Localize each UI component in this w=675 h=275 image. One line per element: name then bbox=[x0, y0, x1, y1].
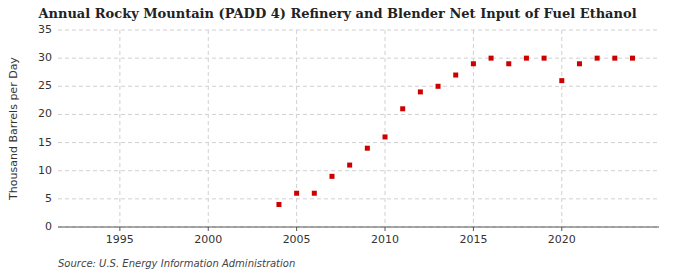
y-tick-label: 25 bbox=[38, 79, 52, 92]
point bbox=[595, 56, 600, 61]
x-tick bbox=[296, 227, 297, 231]
x-tick-label: 2000 bbox=[194, 233, 222, 246]
point bbox=[471, 61, 476, 66]
point bbox=[559, 78, 564, 83]
y-grid-line bbox=[58, 86, 659, 87]
point bbox=[400, 106, 405, 111]
point bbox=[329, 174, 334, 179]
x-grid-line bbox=[296, 30, 297, 227]
y-tick-label: 30 bbox=[38, 51, 52, 64]
x-tick-label: 2005 bbox=[283, 233, 311, 246]
point bbox=[383, 134, 388, 139]
x-tick-label: 2015 bbox=[459, 233, 487, 246]
point bbox=[453, 73, 458, 78]
y-grid-line bbox=[58, 142, 659, 143]
point bbox=[347, 163, 352, 168]
x-grid-line bbox=[208, 30, 209, 227]
title: Annual Rocky Mountain (PADD 4) Refinery … bbox=[37, 6, 636, 21]
x-tick-label: 2020 bbox=[548, 233, 576, 246]
point bbox=[577, 61, 582, 66]
y-grid-line bbox=[58, 30, 659, 31]
x-grid-line bbox=[119, 30, 120, 227]
y-tick-label: 15 bbox=[38, 136, 52, 149]
point bbox=[630, 56, 635, 61]
y-grid-line bbox=[58, 227, 659, 228]
x-grid-line bbox=[385, 30, 386, 227]
y-grid-line bbox=[58, 198, 659, 199]
y-grid-line bbox=[58, 114, 659, 115]
y-grid-line bbox=[58, 170, 659, 171]
point bbox=[612, 56, 617, 61]
point bbox=[276, 202, 281, 207]
y-tick-label: 35 bbox=[38, 23, 52, 36]
point bbox=[506, 61, 511, 66]
y-axis-label: Thousand Barrels per Day bbox=[7, 57, 20, 201]
x-tick bbox=[473, 227, 474, 231]
point bbox=[542, 56, 547, 61]
point bbox=[312, 191, 317, 196]
x-tick-label: 2010 bbox=[371, 233, 399, 246]
point bbox=[365, 146, 370, 151]
y-tick-label: 20 bbox=[38, 107, 52, 120]
point bbox=[436, 84, 441, 89]
point bbox=[524, 56, 529, 61]
x-grid-line bbox=[473, 30, 474, 227]
axes: 0 5 10 15 20 25 30 35 1995 2000 2005 2010 2015 2020 bbox=[38, 23, 659, 246]
chart-container: 0 5 10 15 20 25 30 35 1995 2000 2005 2010 2015 2020 An… bbox=[0, 0, 675, 275]
x-tick bbox=[119, 227, 120, 231]
y-tick-label: 5 bbox=[45, 192, 52, 205]
y-grid-line bbox=[58, 58, 659, 59]
point bbox=[418, 89, 423, 94]
x-tick bbox=[385, 227, 386, 231]
chart: 0 5 10 15 20 25 30 35 1995 2000 2005 2010 2015 2020 An… bbox=[0, 0, 675, 275]
x-tick bbox=[561, 227, 562, 231]
x-tick-label: 1995 bbox=[106, 233, 134, 246]
x-grid-line bbox=[561, 30, 562, 227]
points bbox=[276, 56, 635, 207]
y-tick-label: 10 bbox=[38, 164, 52, 177]
y-tick-label: 0 bbox=[45, 220, 52, 233]
point bbox=[294, 191, 299, 196]
x-tick bbox=[208, 227, 209, 231]
x-axis-line bbox=[58, 227, 659, 228]
grid bbox=[58, 30, 659, 227]
point bbox=[489, 56, 494, 61]
source-note: Source: U.S. Energy Information Administ… bbox=[58, 258, 295, 269]
